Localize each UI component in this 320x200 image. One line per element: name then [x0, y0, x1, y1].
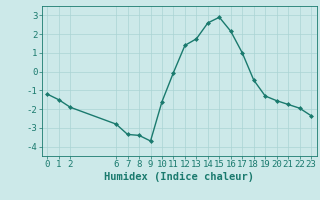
X-axis label: Humidex (Indice chaleur): Humidex (Indice chaleur) — [104, 172, 254, 182]
